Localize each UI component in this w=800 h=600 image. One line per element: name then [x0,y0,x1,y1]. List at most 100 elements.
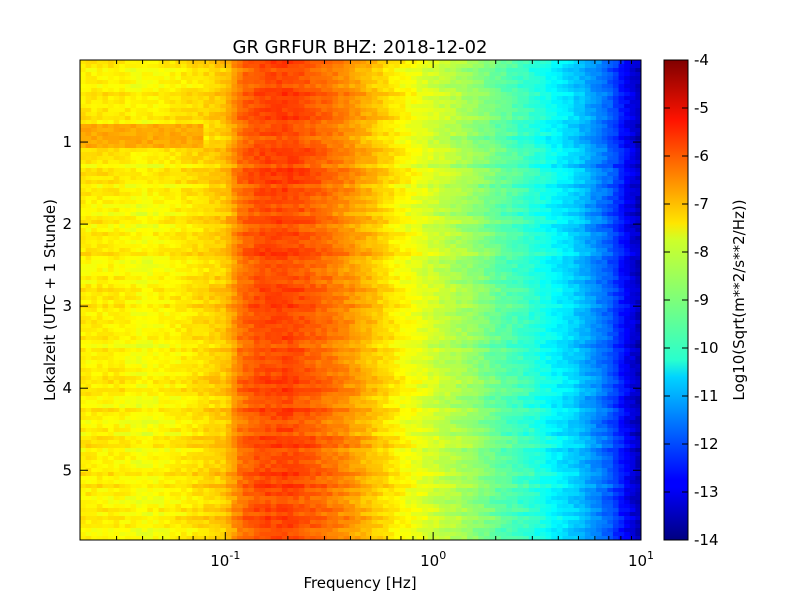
heatmap-cell [433,152,440,157]
heatmap-cell [439,128,446,133]
heatmap-cell [382,128,390,133]
heatmap-cell [444,76,451,81]
heatmap-cell [366,216,373,221]
heatmap-cell [147,160,154,165]
heatmap-cell [332,176,339,181]
heatmap-cell [410,176,418,181]
heatmap-cell [85,64,92,69]
heatmap-cell [113,128,120,133]
heatmap-cell [214,68,221,73]
heatmap-cell [573,192,580,197]
heatmap-cell [248,148,255,153]
heatmap-cell [573,100,580,105]
heatmap-cell [410,72,418,77]
heatmap-cell [377,156,384,161]
heatmap-cell [579,196,586,201]
heatmap-cell [635,188,641,193]
heatmap-cell [573,184,580,189]
heatmap-cell [315,228,322,233]
heatmap-cell [377,192,384,197]
heatmap-cell [394,168,401,173]
heatmap-cell [382,104,390,109]
heatmap-cell [405,192,412,197]
heatmap-cell [326,168,334,173]
heatmap-cell [427,248,435,253]
heatmap-cell [624,212,631,217]
heatmap-cell [152,160,160,165]
heatmap-cell [164,244,171,249]
heatmap-cell [113,204,120,209]
heatmap-cell [270,196,277,201]
heatmap-cell [410,136,418,141]
heatmap-cell [534,68,541,73]
heatmap-cell [388,112,395,117]
heatmap-cell [450,96,457,101]
heatmap-cell [276,148,283,153]
heatmap-cell [422,184,429,189]
heatmap-cell [136,176,143,181]
heatmap-cell [394,200,401,205]
heatmap-cell [483,124,491,129]
heatmap-cell [91,216,98,221]
heatmap-cell [444,120,451,125]
heatmap-cell [85,236,92,241]
heatmap-cell [253,176,261,181]
heatmap-cell [461,236,468,241]
heatmap-cell [472,224,479,229]
heatmap-cell [186,128,193,133]
heatmap-cell [108,200,115,205]
heatmap-cell [203,132,210,137]
heatmap-cell [635,136,641,141]
heatmap-cell [242,96,249,101]
heatmap-cell [500,96,507,101]
heatmap-cell [584,128,592,133]
heatmap-cell [618,200,625,205]
heatmap-cell [85,68,92,73]
heatmap-cell [175,248,182,253]
heatmap-cell [253,256,261,261]
heatmap-cell [169,252,176,257]
heatmap-cell [293,224,300,229]
heatmap-cell [124,244,132,249]
heatmap-cell [321,156,328,161]
heatmap-cell [354,216,362,221]
heatmap-cell [119,196,126,201]
heatmap-cell [410,140,418,145]
heatmap-cell [517,204,524,209]
heatmap-cell [119,112,126,117]
heatmap-cell [584,64,592,69]
heatmap-cell [237,104,244,109]
heatmap-cell [601,88,608,93]
heatmap-cell [152,244,160,249]
heatmap-cell [405,136,412,141]
heatmap-cell [108,168,115,173]
heatmap-cell [354,132,362,137]
heatmap-cell [265,116,272,121]
heatmap-cell [607,60,614,65]
heatmap-cell [281,160,289,165]
heatmap-cell [186,116,193,121]
heatmap-cell [416,164,423,169]
heatmap-cell [85,240,92,245]
heatmap-cell [461,188,468,193]
heatmap-cell [343,120,350,125]
heatmap-cell [102,248,109,253]
heatmap-cell [108,68,115,73]
heatmap-cell [388,156,395,161]
heatmap-cell [517,256,524,261]
heatmap-cell [209,120,216,125]
heatmap-cell [433,148,440,153]
heatmap-cell [315,140,322,145]
heatmap-cell [399,208,406,213]
heatmap-cell [225,100,233,105]
heatmap-cell [85,204,92,209]
heatmap-cell [175,204,182,209]
heatmap-cell [523,112,530,117]
heatmap-cell [523,204,530,209]
heatmap-cell [158,224,165,229]
heatmap-cell [629,180,636,185]
heatmap-cell [568,152,575,157]
heatmap-cell [141,204,148,209]
heatmap-cell [377,204,384,209]
heatmap-cell [310,240,317,245]
